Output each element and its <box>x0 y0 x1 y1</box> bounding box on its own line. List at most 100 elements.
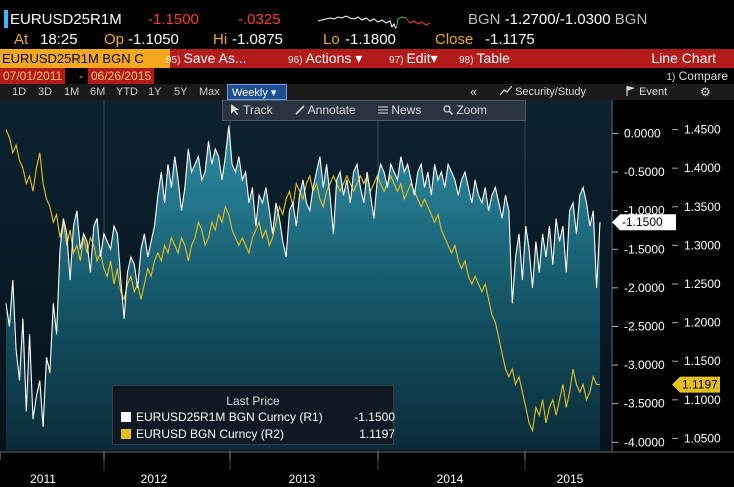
chart-legend[interactable]: Last Price EURUSD25R1M BGN Curncy (R1) -… <box>112 385 395 445</box>
r2-tick-label: 1.2500 <box>684 277 721 291</box>
legend-swatch-r1 <box>121 412 131 422</box>
r1-tick-label: -1.5000 <box>624 242 665 256</box>
gear-icon[interactable]: ⚙ <box>700 85 711 99</box>
r2-axis: 1.4500 1.4000 1.3500 1.3000 1.2500 1.2000 1.15… <box>672 123 721 445</box>
flag-icon <box>626 85 636 96</box>
r1-tick-label: 0.0000 <box>624 126 661 140</box>
track-label: Track <box>243 103 273 117</box>
high-value: -1.0875 <box>232 31 283 48</box>
table-menu[interactable]: 98) Table <box>459 49 510 70</box>
r1-tick-label: -3.5000 <box>624 397 665 411</box>
r2-tick-label: 1.2000 <box>684 316 721 330</box>
bid-ask-prefix: BGN <box>468 11 501 28</box>
legend-label-r2: EURUSD BGN Curncy (R2) <box>136 427 285 441</box>
bid-ask-quote: BGN -1.2700/-1.0300 BGN <box>468 11 647 28</box>
x-tick-label: 2014 <box>437 472 464 486</box>
collapse-icon[interactable]: « <box>470 84 478 99</box>
track-tool[interactable]: Track <box>231 101 273 120</box>
bid-ask-suffix: BGN <box>614 11 648 28</box>
last-price: -1.1500 <box>148 11 199 28</box>
table-label: Table <box>476 50 510 66</box>
chart-line-icon <box>499 85 513 96</box>
period-6m[interactable]: 6M <box>90 86 106 98</box>
ask-price: /-1.0300 <box>555 11 611 28</box>
period-1y[interactable]: 1Y <box>148 86 162 98</box>
start-date-field[interactable]: 07/01/2011 <box>0 68 66 84</box>
close-value: -1.1175 <box>485 31 535 48</box>
r1-tick-label: -4.0000 <box>624 435 665 449</box>
chart-type-label[interactable]: Line Chart <box>651 50 716 66</box>
r1-tick-label: -0.5000 <box>624 165 665 179</box>
r1-series-line <box>5 125 601 427</box>
legend-row-r2: EURUSD BGN Curncy (R2) 1.1197 <box>121 427 395 441</box>
edit-label: Edit▾ <box>406 50 438 66</box>
legend-value-r1: -1.1500 <box>354 410 395 424</box>
low-value: -1.1800 <box>345 31 396 48</box>
close-label: Close <box>435 31 474 48</box>
price-chart[interactable]: 0.0000 -0.5000 -1.0000 -1.5000 -2.0000 -2.500… <box>0 100 734 487</box>
event-button[interactable]: Event <box>626 84 667 100</box>
actions-menu[interactable]: 96) Actions ▾ <box>288 49 362 70</box>
search-icon <box>443 102 453 115</box>
r1-last-tag <box>612 214 676 231</box>
frequency-dropdown[interactable]: Weekly ▾ <box>227 84 287 100</box>
period-5y[interactable]: 5Y <box>174 86 188 98</box>
legend-value-r2: 1.1197 <box>359 427 395 441</box>
chart-tool-strip: Track Annotate News Zoom <box>222 100 526 121</box>
x-axis: 2011 2012 2013 2014 2015 <box>0 452 584 486</box>
annotate-label: Annotate <box>307 103 356 117</box>
x-tick-label: 2013 <box>289 472 316 486</box>
r2-tick-label: 1.4500 <box>684 123 721 137</box>
r1-tick-label: -1.0000 <box>624 204 665 218</box>
compare-button[interactable]: 1) Compare <box>666 68 728 86</box>
edit-num: 97) <box>389 55 404 66</box>
open-value: -1.1050 <box>128 31 179 48</box>
annotate-tool[interactable]: Annotate <box>295 101 356 120</box>
ticker-name[interactable]: EURUSD25R1M <box>10 11 122 28</box>
legend-title: Last Price <box>226 394 280 408</box>
pencil-icon <box>295 102 305 115</box>
r2-tick-label: 1.0500 <box>684 431 721 445</box>
ticker-marker <box>4 10 8 28</box>
event-label: Event <box>639 86 668 98</box>
r1-last-value: -1.1500 <box>622 215 663 229</box>
period-3d[interactable]: 3D <box>38 86 53 98</box>
actions-num: 96) <box>288 55 303 66</box>
compare-label: Compare <box>678 69 728 83</box>
period-ytd[interactable]: YTD <box>116 86 138 98</box>
x-tick-label: 2012 <box>141 472 168 486</box>
r2-tick-label: 1.1000 <box>684 393 721 407</box>
legend-swatch-r2 <box>121 429 131 439</box>
security-tab[interactable]: EURUSD25R1M BGN C <box>0 49 170 68</box>
x-tick-label: 2015 <box>557 472 584 486</box>
period-max[interactable]: Max <box>199 86 220 98</box>
low-label: Lo <box>323 31 340 48</box>
r1-tick-label: -3.0000 <box>624 358 665 372</box>
security-study-button[interactable]: Security/Study <box>499 84 586 100</box>
r2-tick-label: 1.1500 <box>684 354 721 368</box>
x-tick-label: 2011 <box>30 472 56 486</box>
high-label: Hi <box>213 31 228 48</box>
news-tool[interactable]: News <box>378 101 421 120</box>
r2-last-value: 1.1197 <box>682 378 718 392</box>
r2-tick-label: 1.3000 <box>684 238 721 252</box>
intraday-sparkline <box>318 15 430 30</box>
edit-menu[interactable]: 97) Edit▾ <box>389 49 438 70</box>
r1-tick-label: -2.0000 <box>624 281 665 295</box>
last-value-tags: -1.1500 1.1197 <box>612 214 720 393</box>
period-1d[interactable]: 1D <box>12 86 27 98</box>
zoom-label: Zoom <box>456 103 488 117</box>
save-as-num: 95) <box>166 55 181 66</box>
net-change: -.0325 <box>238 11 281 28</box>
chart-area[interactable]: 0.0000 -0.5000 -1.0000 -1.5000 -2.0000 -2.500… <box>0 100 734 487</box>
save-as-menu[interactable]: 95) Save As... <box>166 49 247 70</box>
zoom-tool[interactable]: Zoom <box>443 101 487 120</box>
at-label: At <box>14 31 29 48</box>
r2-last-tag <box>672 376 720 393</box>
legend-row-r1: EURUSD25R1M BGN Curncy (R1) -1.1500 <box>121 410 395 424</box>
save-as-label: Save As... <box>183 50 247 66</box>
end-date-field[interactable]: 06/26/2015 <box>88 68 155 84</box>
ticker-row: EURUSD25R1M -1.1500 -.0325 BGN -1.2700/-… <box>0 0 734 32</box>
quote-time: 18:25 <box>40 31 78 48</box>
period-1m[interactable]: 1M <box>64 86 80 98</box>
